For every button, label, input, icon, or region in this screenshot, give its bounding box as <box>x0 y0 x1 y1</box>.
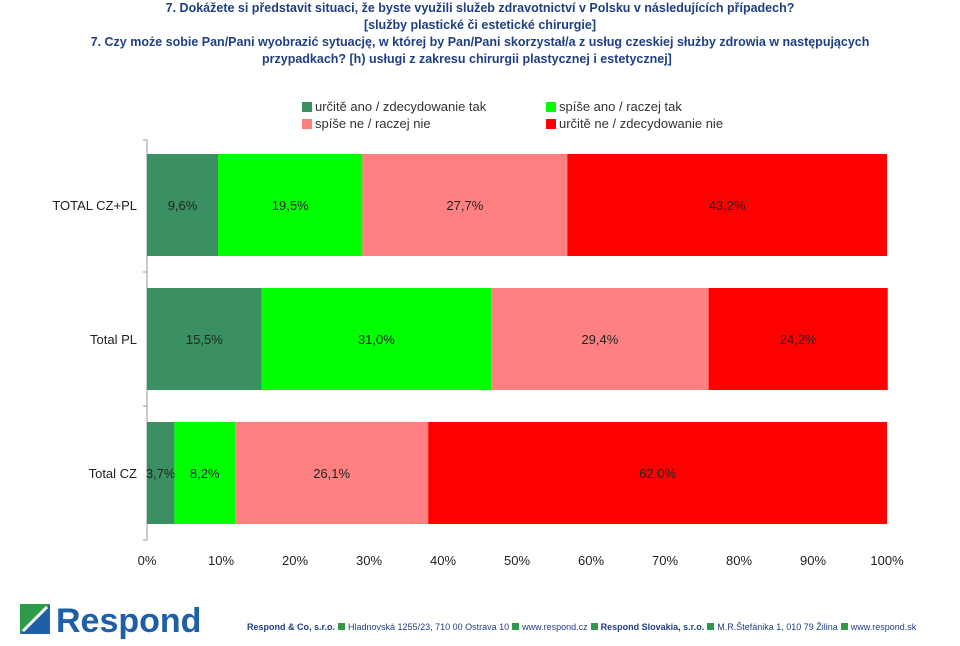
x-tick-label: 100% <box>870 553 904 568</box>
x-tick-label: 80% <box>726 553 752 568</box>
footer-address-cz: Hladnovská 1255/23, 710 00 Ostrava 10 <box>348 622 510 632</box>
bar-value-label: 26,1% <box>313 466 350 481</box>
footer-company-cz: Respond & Co, s.r.o. <box>247 622 336 632</box>
bar-value-label: 31,0% <box>358 332 395 347</box>
title-line-3: 7. Czy może sobie Pan/Pani wyobrazić syt… <box>90 35 870 49</box>
footer-square-icon <box>707 623 715 630</box>
bar-value-label: 9,6% <box>168 198 198 213</box>
legend-swatch <box>546 119 556 129</box>
legend-item: určitě ne / zdecydowanie nie <box>546 116 723 131</box>
bar-segment <box>174 422 236 524</box>
legend: určitě ano / zdecydowanie tak spíše ano /… <box>0 0 960 140</box>
stacked-bar-chart: 9,6% 19,5% 27,7% 43,2% TOTAL CZ+PL 15,5% 31,0%… <box>52 139 904 568</box>
bar-value-label: 8,2% <box>190 466 220 481</box>
title-line-1: 7. Dokážete si představit situaci, že by… <box>165 1 795 15</box>
bar-value-label: 24,2% <box>780 332 817 347</box>
x-tick-label: 40% <box>430 553 456 568</box>
logo-text: Respond <box>56 602 200 640</box>
bar-value-label: 29,4% <box>581 332 618 347</box>
legend-swatch <box>546 102 556 112</box>
legend-label: určitě ne / zdecydowanie nie <box>559 116 724 131</box>
footer-company-sk: Respond Slovakia, s.r.o. <box>600 622 705 632</box>
bar-segment <box>147 422 175 524</box>
x-tick-label: 70% <box>652 553 678 568</box>
bar-value-label: 27,7% <box>446 198 483 213</box>
title-line-2: [služby plastické či estetické chirurgie… <box>363 18 597 32</box>
footer-address-sk: M.R.Štefánika 1, 010 79 Žilina <box>717 622 838 632</box>
x-tick-label: 60% <box>578 553 604 568</box>
bar-segment <box>491 288 709 390</box>
footer-square-icon <box>840 623 848 630</box>
legend-swatch <box>302 119 312 129</box>
bar-segment <box>362 154 568 256</box>
footer-square-icon <box>590 623 598 630</box>
bar-segment <box>567 154 887 256</box>
bar-segment <box>147 154 219 256</box>
bar-segment <box>261 288 492 390</box>
bar-segment <box>235 422 429 524</box>
respond-logo: Respond <box>20 602 200 640</box>
category-label: TOTAL CZ+PL <box>52 198 137 213</box>
x-tick-label: 30% <box>356 553 382 568</box>
bar-segment <box>708 288 888 390</box>
legend-label: určitě ano / zdecydowanie tak <box>315 99 487 114</box>
bar-value-label: 43,2% <box>709 198 746 213</box>
footer-web-cz[interactable]: www.respond.cz <box>522 622 588 632</box>
respond-logo-icon <box>20 604 50 634</box>
title-line-4: przypadkach? [h) usługi z zakresu chirur… <box>262 52 672 66</box>
x-tick-label: 0% <box>138 553 157 568</box>
category-label: Total PL <box>90 332 137 347</box>
footer-square-icon <box>338 623 346 630</box>
x-tick-label: 50% <box>504 553 530 568</box>
bar-value-label: 62,0% <box>639 466 676 481</box>
chart-title: 7. Dokážete si představit situaci, že by… <box>20 0 940 68</box>
legend-item: určitě ano / zdecydowanie tak <box>302 99 486 114</box>
bar-value-label: 19,5% <box>272 198 309 213</box>
legend-item: spíše ano / raczej tak <box>546 99 682 114</box>
bar-value-label: 3,7% <box>146 466 176 481</box>
footer-square-icon <box>512 623 520 630</box>
legend-swatch <box>302 102 312 112</box>
bar-value-label: 15,5% <box>186 332 223 347</box>
x-tick-label: 20% <box>282 553 308 568</box>
bar-segment <box>147 288 262 390</box>
legend-label: spíše ne / raczej nie <box>315 116 431 131</box>
legend-label: spíše ano / raczej tak <box>559 99 682 114</box>
bar-segment <box>218 154 363 256</box>
x-tick-label: 90% <box>800 553 826 568</box>
footer-contacts: Respond & Co, s.r.o. Hladnovská 1255/23, … <box>247 622 916 632</box>
bar-segment <box>428 422 887 524</box>
footer-web-sk[interactable]: www.respond.sk <box>850 622 917 632</box>
legend-item: spíše ne / raczej nie <box>302 116 431 131</box>
category-label: Total CZ <box>89 466 137 481</box>
x-tick-label: 10% <box>208 553 234 568</box>
